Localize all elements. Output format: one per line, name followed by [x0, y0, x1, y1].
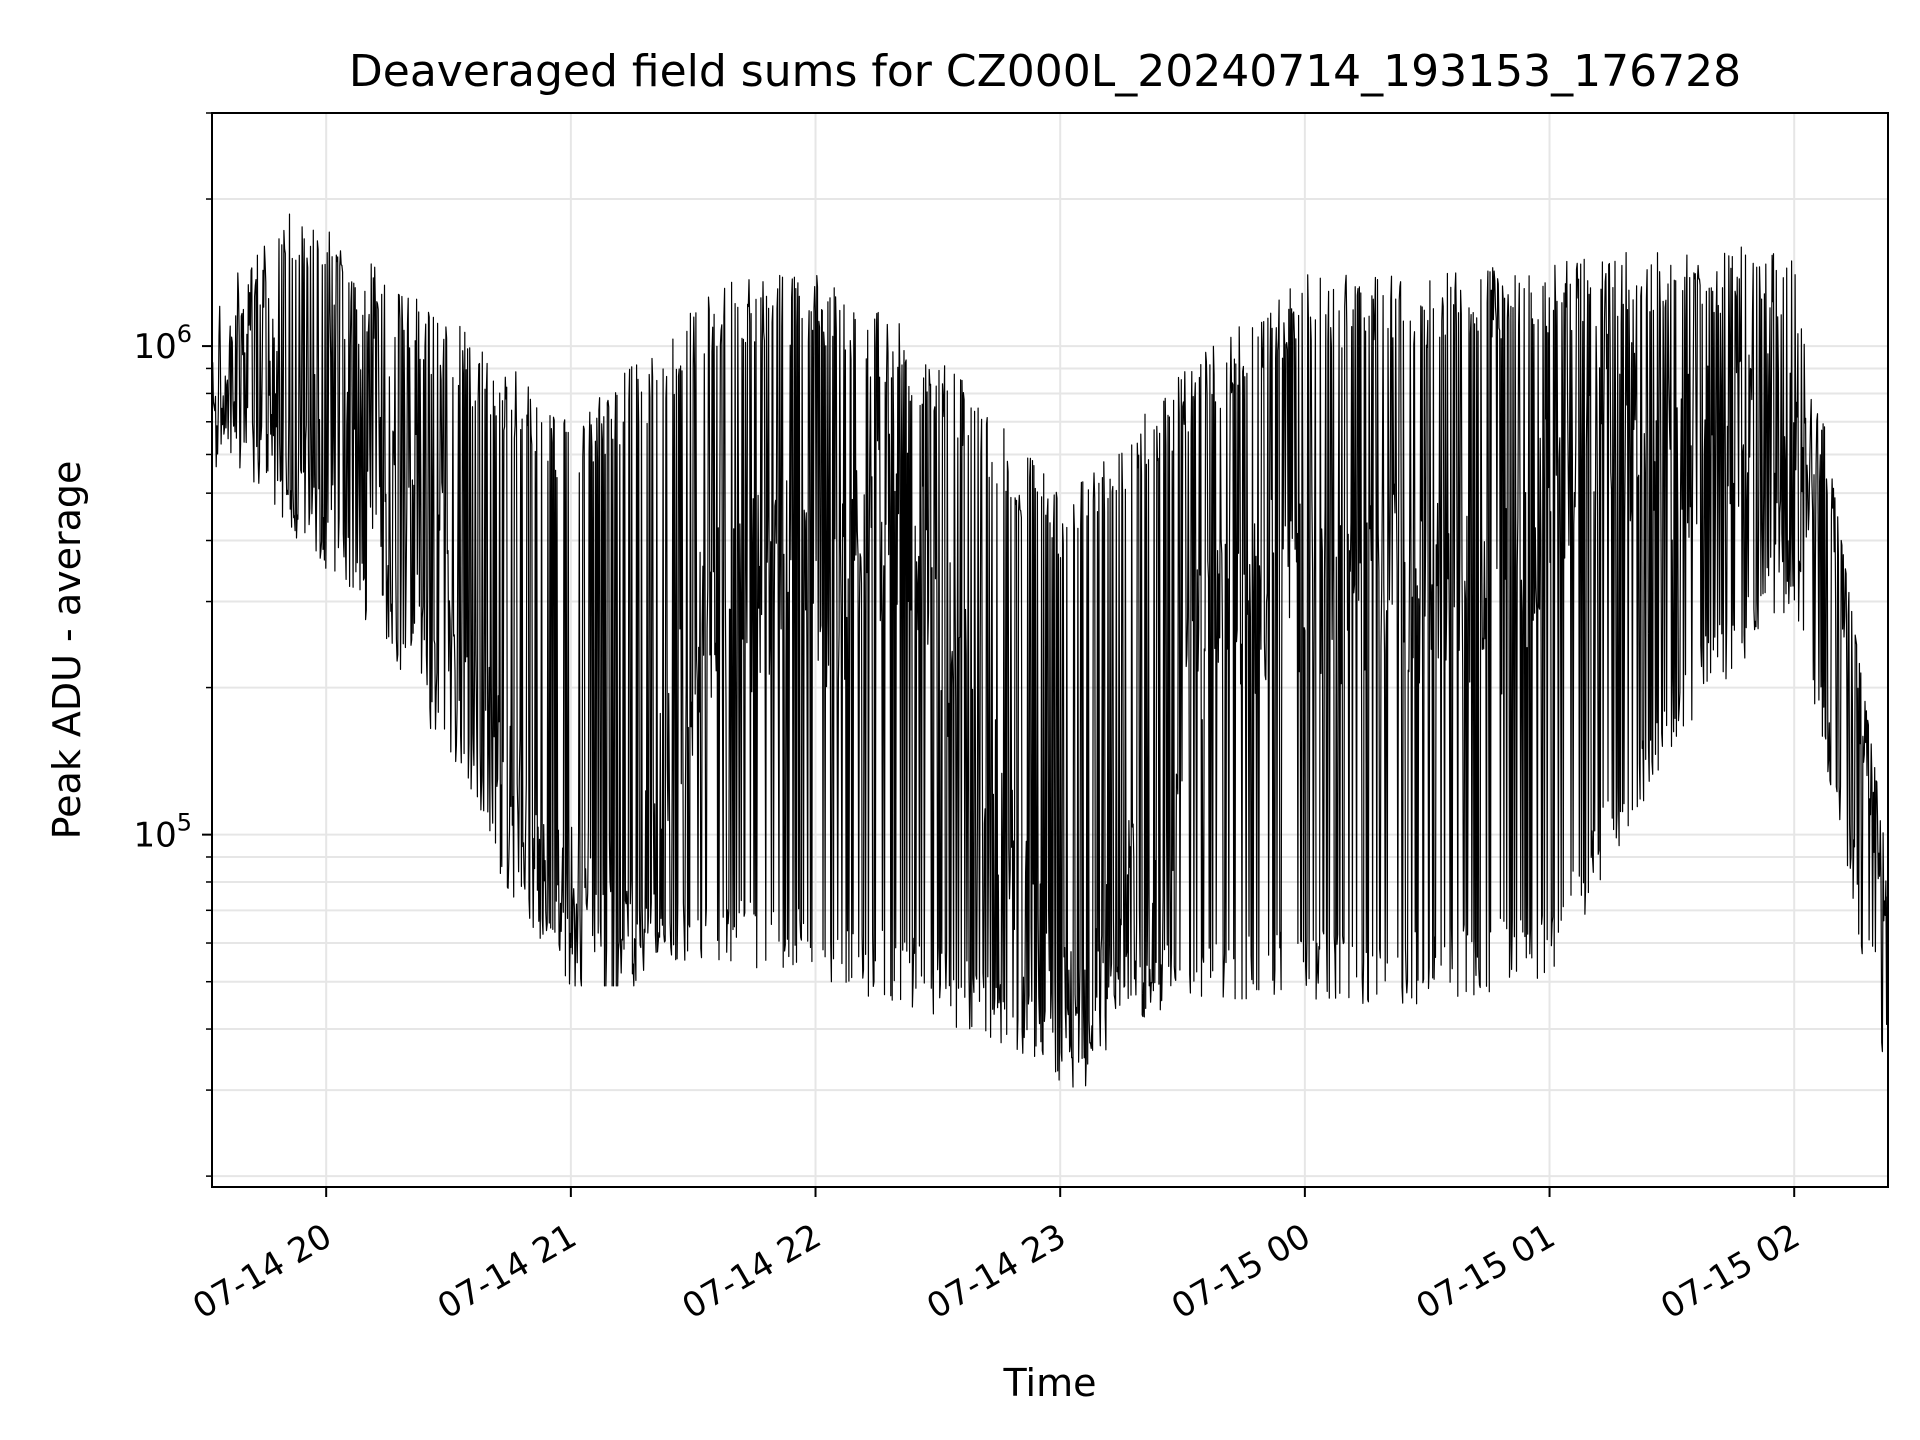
- chart-title: Deaveraged field sums for CZ000L_2024071…: [349, 46, 1741, 97]
- y-tick-exponent: 5: [177, 809, 192, 837]
- y-tick-base: 10: [133, 816, 176, 856]
- plot-frame: [211, 112, 1889, 1188]
- y-tick-label: 105: [133, 809, 192, 856]
- y-tick-label: 106: [133, 320, 192, 367]
- y-tick-base: 10: [133, 327, 176, 367]
- y-axis-label: Peak ADU - average: [45, 461, 89, 840]
- y-tick-exponent: 6: [177, 320, 192, 348]
- plot-area: [211, 213, 1889, 1088]
- x-axis-label: Time: [1003, 1361, 1097, 1405]
- series-line: [211, 213, 1889, 1088]
